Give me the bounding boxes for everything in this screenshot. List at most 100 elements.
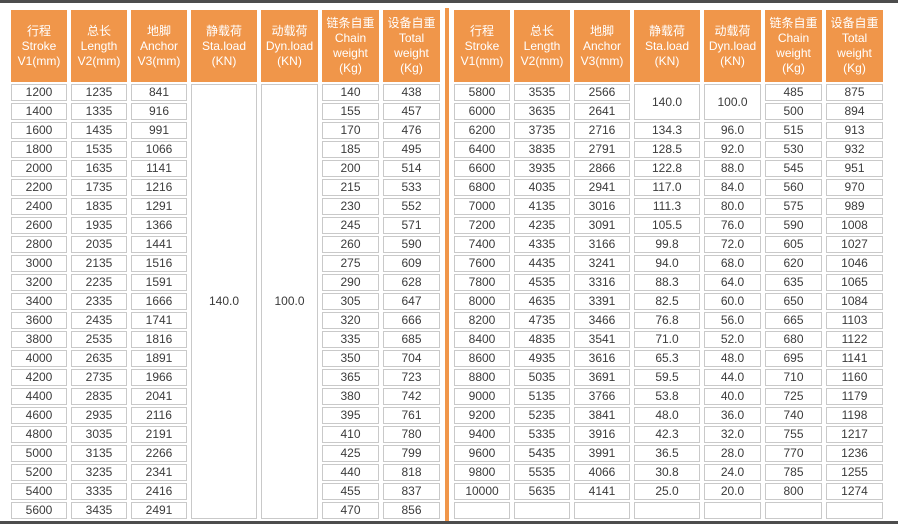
table-row: 9000 5135 3766 53.8 40.0 725 1179 <box>454 388 883 405</box>
cell-chain-weight: 425 <box>322 445 379 462</box>
cell-chain-weight: 200 <box>322 160 379 177</box>
cell-dyn-load: 88.0 <box>704 160 761 177</box>
cell-chain-weight: 140 <box>322 84 379 101</box>
cell-stroke: 3200 <box>11 274 67 291</box>
column-header-line: Stroke <box>21 38 57 53</box>
cell-anchor: 2941 <box>574 179 630 196</box>
cell-total-weight: 723 <box>383 369 440 386</box>
cell-chain-weight: 635 <box>765 274 822 291</box>
cell-total-weight: 894 <box>826 103 883 120</box>
table-row: 5600 3435 2491 470 856 <box>11 502 440 519</box>
cell-length: 3135 <box>71 445 127 462</box>
column-header-anchor: 地脚 Anchor V3(mm) <box>574 10 630 82</box>
table-row: 6800 4035 2941 117.0 84.0 560 970 <box>454 179 883 196</box>
column-header-line: V2(mm) <box>520 53 564 68</box>
table-row: 8400 4835 3541 71.0 52.0 680 1122 <box>454 331 883 348</box>
cell-length: 2835 <box>71 388 127 405</box>
cell-anchor: 841 <box>131 84 187 101</box>
cell-chain-weight: 725 <box>765 388 822 405</box>
cell-chain-weight: 500 <box>765 103 822 120</box>
cell-chain-weight: 470 <box>322 502 379 519</box>
column-header-line: 链条自重 <box>326 16 375 30</box>
cell-sta-load: 71.0 <box>634 331 700 348</box>
column-header-line: (Kg) <box>400 61 423 75</box>
cell-sta-load: 140.0 <box>191 84 257 519</box>
cell-total-weight: 1122 <box>826 331 883 348</box>
cell-sta-load: 128.5 <box>634 141 700 158</box>
cell-anchor: 1516 <box>131 255 187 272</box>
cell-anchor: 3391 <box>574 293 630 310</box>
cell-sta-load: 48.0 <box>634 407 700 424</box>
cell-sta-load: 94.0 <box>634 255 700 272</box>
cell-length: 5435 <box>514 445 570 462</box>
table-row: 5800 3535 2566 140.0 100.0 485 875 <box>454 84 883 120</box>
cell-length: 4835 <box>514 331 570 348</box>
cell-sta-load: 59.5 <box>634 369 700 386</box>
column-header-line: Dyn.load <box>265 38 314 53</box>
table-row: 1800 1535 1066 185 495 <box>11 141 440 158</box>
cell-dyn-load: 48.0 <box>704 350 761 367</box>
cell-anchor: 4141 <box>574 483 630 500</box>
cell-stroke: 1800 <box>11 141 67 158</box>
column-header-length: 总长 Length V2(mm) <box>514 10 570 82</box>
cell-total-weight: 989 <box>826 198 883 215</box>
cell-stroke: 6400 <box>454 141 510 158</box>
cell-chain-weight: 785 <box>765 464 822 481</box>
cell-total-weight: 609 <box>383 255 440 272</box>
cell-anchor: 1741 <box>131 312 187 329</box>
cell-dyn-load: 100.0 <box>704 84 761 120</box>
cell-length: 2735 <box>71 369 127 386</box>
cell-dyn-load: 68.0 <box>704 255 761 272</box>
column-header-line: 链条自重 <box>769 16 818 30</box>
cell-anchor: 1666 <box>131 293 187 310</box>
table-row: 4400 2835 2041 380 742 <box>11 388 440 405</box>
cell-chain-weight: 710 <box>765 369 822 386</box>
column-header-line: 静载荷 <box>205 23 242 38</box>
cell-total-weight: 495 <box>383 141 440 158</box>
header-row: 行程 Stroke V1(mm) 总长 Length V2(mm) 地脚 Anchor V3(m… <box>11 10 440 82</box>
cell-stroke: 6200 <box>454 122 510 139</box>
cell-anchor: 3016 <box>574 198 630 215</box>
cell-sta-load <box>634 502 700 519</box>
cell-length: 4235 <box>514 217 570 234</box>
cell-stroke: 1200 <box>11 84 67 101</box>
table-row: 8200 4735 3466 76.8 56.0 665 1103 <box>454 312 883 329</box>
column-header-line: weight <box>394 46 429 60</box>
cell-length: 3235 <box>71 464 127 481</box>
cell-length: 5035 <box>514 369 570 386</box>
column-header-line: (Kg) <box>339 61 362 75</box>
cell-stroke: 8800 <box>454 369 510 386</box>
column-header-line: Anchor <box>139 38 179 53</box>
table-row: 4000 2635 1891 350 704 <box>11 350 440 367</box>
cell-length: 2135 <box>71 255 127 272</box>
cell-length: 1635 <box>71 160 127 177</box>
cell-total-weight: 1046 <box>826 255 883 272</box>
cell-stroke: 2800 <box>11 236 67 253</box>
cell-chain-weight <box>765 502 822 519</box>
cell-dyn-load: 24.0 <box>704 464 761 481</box>
column-header-line: 总长 <box>86 23 111 38</box>
cell-stroke: 2200 <box>11 179 67 196</box>
cell-chain-weight: 515 <box>765 122 822 139</box>
cell-sta-load: 111.3 <box>634 198 700 215</box>
cell-length: 5335 <box>514 426 570 443</box>
cell-dyn-load: 28.0 <box>704 445 761 462</box>
cell-chain-weight: 800 <box>765 483 822 500</box>
column-header-line: 行程 <box>26 23 51 38</box>
column-header-line: Sta.load <box>201 38 247 53</box>
cell-chain-weight: 155 <box>322 103 379 120</box>
table-row: 3400 2335 1666 305 647 <box>11 293 440 310</box>
cell-chain-weight: 455 <box>322 483 379 500</box>
table-row <box>454 502 883 519</box>
cell-anchor: 1141 <box>131 160 187 177</box>
cell-total-weight: 552 <box>383 198 440 215</box>
cell-length: 2935 <box>71 407 127 424</box>
cell-chain-weight: 380 <box>322 388 379 405</box>
cell-total-weight: 1160 <box>826 369 883 386</box>
column-header-line: Length <box>80 38 118 53</box>
table-row: 10000 5635 4141 25.0 20.0 800 1274 <box>454 483 883 500</box>
table-row: 2600 1935 1366 245 571 <box>11 217 440 234</box>
column-header-line: Stroke <box>464 38 500 53</box>
cell-total-weight: 704 <box>383 350 440 367</box>
column-header-line: (KN) <box>211 53 237 68</box>
